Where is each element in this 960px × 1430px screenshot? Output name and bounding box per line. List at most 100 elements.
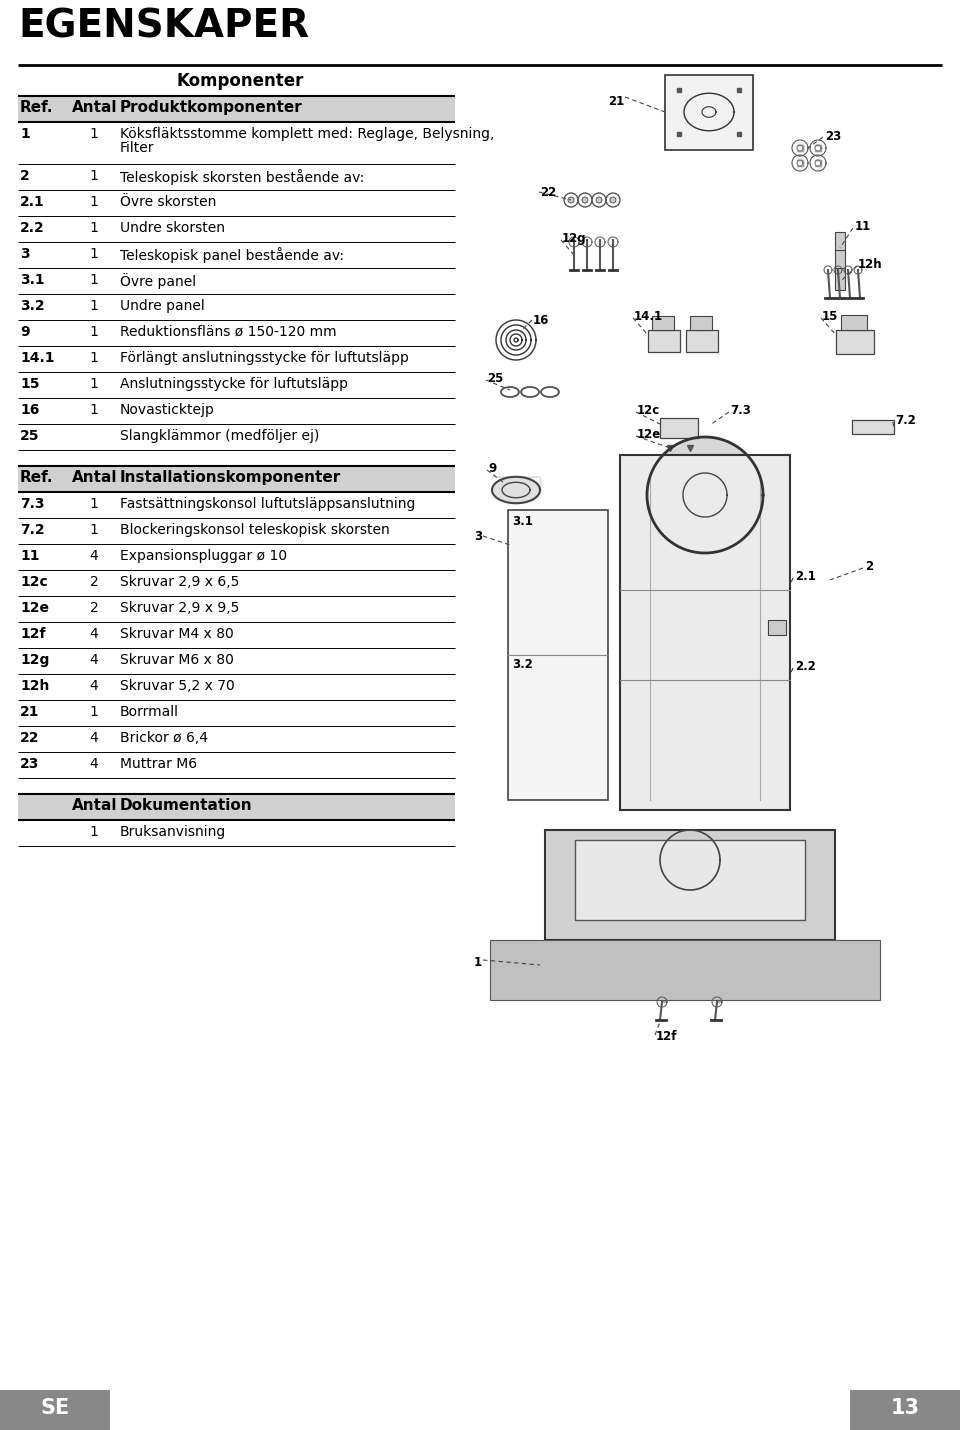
Circle shape [596, 197, 602, 203]
Text: 3.1: 3.1 [20, 273, 44, 287]
Text: 1: 1 [89, 825, 99, 839]
Text: 15: 15 [20, 378, 39, 390]
Bar [852, 420, 894, 433]
Text: 12c: 12c [637, 405, 660, 418]
Circle shape [568, 197, 574, 203]
Text: 21: 21 [20, 705, 39, 719]
Text: 11: 11 [855, 220, 872, 233]
Bar [18, 96, 455, 122]
Text: 1: 1 [89, 127, 99, 142]
Bar [768, 621, 786, 635]
Text: 1: 1 [89, 169, 99, 183]
Text: 3.2: 3.2 [20, 299, 44, 313]
Bar [508, 511, 608, 799]
Text: 2.2: 2.2 [795, 661, 816, 674]
Text: 1: 1 [89, 498, 99, 511]
Text: 11: 11 [20, 549, 39, 563]
Text: 25: 25 [20, 429, 39, 443]
Text: Skruvar 5,2 x 70: Skruvar 5,2 x 70 [120, 679, 235, 694]
Text: 2.1: 2.1 [20, 194, 45, 209]
Text: 1: 1 [89, 247, 99, 262]
Bar [652, 316, 674, 330]
Bar [835, 250, 845, 272]
Text: 1: 1 [20, 127, 30, 142]
Text: 7.2: 7.2 [20, 523, 44, 538]
Text: Skruvar 2,9 x 9,5: Skruvar 2,9 x 9,5 [120, 601, 239, 615]
Text: 9: 9 [20, 325, 30, 339]
Text: 3: 3 [474, 531, 482, 543]
Text: 13: 13 [891, 1399, 920, 1419]
Text: 12c: 12c [20, 575, 48, 589]
Bar [836, 330, 874, 355]
Text: Teleskopisk panel bestående av:: Teleskopisk panel bestående av: [120, 247, 344, 263]
Text: Bruksanvisning: Bruksanvisning [120, 825, 227, 839]
Bar [648, 330, 680, 352]
Bar [620, 455, 790, 809]
Text: SE: SE [40, 1399, 70, 1419]
Text: 22: 22 [540, 186, 556, 199]
Text: Blockeringskonsol teleskopisk skorsten: Blockeringskonsol teleskopisk skorsten [120, 523, 390, 538]
Text: 4: 4 [89, 679, 98, 694]
Text: 4: 4 [89, 731, 98, 745]
Text: Antal: Antal [72, 798, 117, 814]
Text: 3.2: 3.2 [512, 658, 533, 671]
Text: Slangklämmor (medföljer ej): Slangklämmor (medföljer ej) [120, 429, 320, 443]
Text: 7.2: 7.2 [895, 415, 916, 428]
Text: 16: 16 [533, 315, 549, 327]
Text: 12h: 12h [858, 257, 882, 272]
Text: 23: 23 [825, 130, 841, 143]
Text: Borrmall: Borrmall [120, 705, 179, 719]
Text: 2.1: 2.1 [795, 571, 816, 583]
Bar [690, 316, 712, 330]
Text: Ref.: Ref. [20, 100, 54, 114]
Text: 1: 1 [89, 299, 99, 313]
Text: 12e: 12e [20, 601, 49, 615]
Bar [0, 1390, 110, 1430]
Bar [545, 829, 835, 940]
Text: 12f: 12f [20, 626, 45, 641]
Text: Fastsättningskonsol luftutsläppsanslutning: Fastsättningskonsol luftutsläppsanslutni… [120, 498, 416, 511]
Text: 3.1: 3.1 [512, 515, 533, 528]
Text: 12f: 12f [656, 1030, 678, 1042]
Text: EGENSKAPER: EGENSKAPER [18, 9, 309, 46]
Text: 12e: 12e [637, 428, 661, 440]
Text: Anslutningsstycke för luftutsläpp: Anslutningsstycke för luftutsläpp [120, 378, 348, 390]
Text: 1: 1 [89, 325, 99, 339]
Bar [18, 466, 455, 492]
Text: Undre panel: Undre panel [120, 299, 204, 313]
Text: 21: 21 [608, 94, 624, 109]
Bar [575, 839, 805, 919]
Circle shape [582, 197, 588, 203]
Text: Komponenter: Komponenter [177, 72, 303, 90]
Text: 3: 3 [20, 247, 30, 262]
Text: Novasticktejp: Novasticktejp [120, 403, 215, 418]
Text: 12h: 12h [20, 679, 49, 694]
Text: Skruvar M6 x 80: Skruvar M6 x 80 [120, 654, 234, 666]
Text: Produktkomponenter: Produktkomponenter [120, 100, 302, 114]
Text: 1: 1 [474, 957, 482, 970]
Bar [665, 74, 753, 150]
Text: 1: 1 [89, 194, 99, 209]
Text: 2: 2 [89, 575, 98, 589]
Text: 1: 1 [89, 705, 99, 719]
Text: Installationskomponenter: Installationskomponenter [120, 470, 341, 485]
Text: Antal: Antal [72, 470, 117, 485]
Text: Filter: Filter [120, 142, 155, 154]
Text: 4: 4 [89, 626, 98, 641]
Text: 2.2: 2.2 [20, 222, 45, 235]
Text: Teleskopisk skorsten bestående av:: Teleskopisk skorsten bestående av: [120, 169, 364, 184]
Text: 12g: 12g [20, 654, 49, 666]
Text: Expansionspluggar ø 10: Expansionspluggar ø 10 [120, 549, 287, 563]
Text: 2: 2 [865, 561, 874, 573]
Text: 1: 1 [89, 273, 99, 287]
Text: Reduktionsfläns ø 150-120 mm: Reduktionsfläns ø 150-120 mm [120, 325, 337, 339]
Bar [18, 794, 455, 819]
Text: Brickor ø 6,4: Brickor ø 6,4 [120, 731, 208, 745]
Text: Köksfläktsstomme komplett med: Reglage, Belysning,: Köksfläktsstomme komplett med: Reglage, … [120, 127, 494, 142]
Bar [490, 940, 880, 1000]
Text: 23: 23 [20, 756, 39, 771]
Text: 22: 22 [20, 731, 39, 745]
Text: 1: 1 [89, 350, 99, 365]
Text: Skruvar M4 x 80: Skruvar M4 x 80 [120, 626, 233, 641]
Text: 1: 1 [89, 403, 99, 418]
